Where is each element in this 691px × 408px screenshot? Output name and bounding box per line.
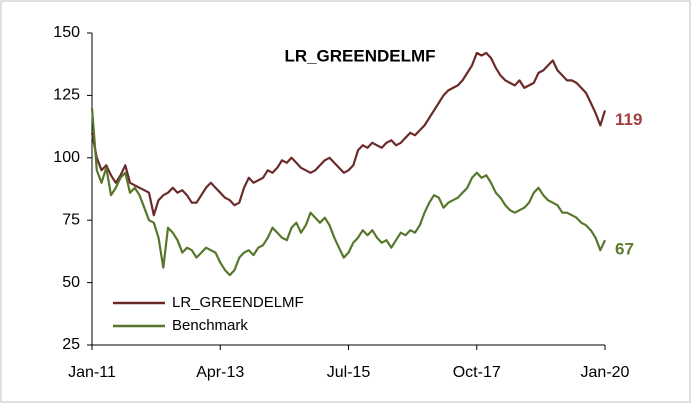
y-tick-label: 125	[53, 87, 80, 104]
legend-label: Benchmark	[172, 317, 248, 334]
end-value-label: 119	[615, 110, 642, 129]
x-tick-label: Apr-13	[196, 364, 244, 381]
legend-label: LR_GREENDELMF	[172, 294, 304, 311]
series-line	[90, 107, 606, 277]
series-line	[90, 51, 607, 217]
y-tick-label: 75	[62, 211, 80, 228]
x-tick-label: Jul-15	[327, 364, 371, 381]
chart-title: LR_GREENDELMF	[284, 46, 435, 65]
y-tick-label: 150	[53, 24, 80, 41]
y-tick-label: 50	[62, 274, 80, 291]
y-tick-label: 100	[53, 149, 80, 166]
x-tick-label: Oct-17	[453, 364, 501, 381]
x-tick-label: Jan-11	[68, 364, 116, 381]
end-value-label: 67	[615, 240, 634, 259]
y-tick-label: 25	[62, 336, 80, 353]
x-tick-label: Jan-20	[581, 364, 630, 381]
